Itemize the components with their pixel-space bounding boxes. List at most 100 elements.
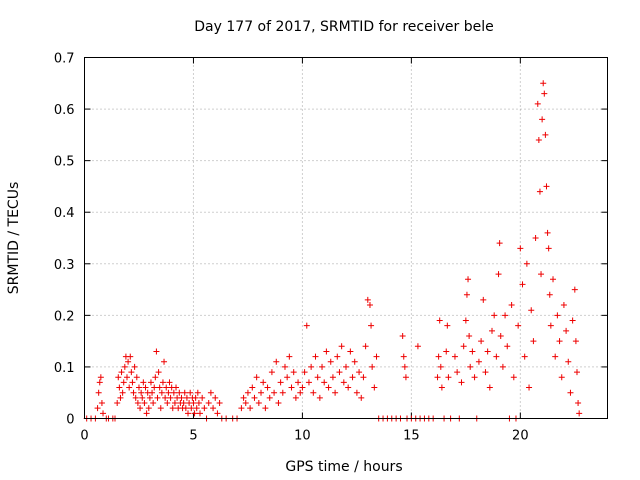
data-point — [466, 332, 473, 339]
data-point — [238, 405, 245, 412]
data-point — [308, 363, 315, 370]
data-point — [187, 389, 194, 396]
y-tick-label: 0.7 — [54, 52, 75, 67]
data-point — [117, 394, 124, 401]
data-point — [366, 302, 373, 309]
data-point — [458, 379, 465, 386]
data-point — [164, 400, 171, 407]
data-point — [369, 363, 376, 370]
data-point — [454, 369, 461, 376]
data-point — [314, 374, 321, 381]
data-point — [475, 358, 482, 365]
data-point — [312, 353, 319, 360]
data-point — [133, 374, 140, 381]
data-point — [499, 363, 506, 370]
data-point — [552, 353, 559, 360]
data-point — [478, 338, 485, 345]
data-point — [247, 405, 254, 412]
data-point — [125, 358, 132, 365]
data-point — [183, 394, 190, 401]
data-point — [541, 90, 548, 97]
data-point — [194, 389, 201, 396]
data-point — [515, 322, 522, 329]
data-point — [345, 384, 352, 391]
data-point — [327, 358, 334, 365]
data-point — [178, 394, 185, 401]
data-point — [166, 379, 173, 386]
data-point — [176, 389, 183, 396]
data-point — [558, 374, 565, 381]
data-point — [563, 327, 570, 334]
data-point — [129, 379, 136, 386]
data-point — [567, 389, 574, 396]
data-point — [462, 317, 469, 324]
data-point — [358, 394, 365, 401]
data-point — [576, 410, 583, 417]
data-point — [436, 317, 443, 324]
data-point — [142, 384, 149, 391]
x-tick-label: 5 — [189, 429, 197, 444]
data-point — [137, 405, 144, 412]
data-point — [191, 410, 198, 417]
data-point — [157, 405, 164, 412]
data-point — [519, 281, 526, 288]
data-point — [530, 338, 537, 345]
data-point — [156, 384, 163, 391]
data-point — [465, 276, 472, 283]
data-point — [444, 322, 451, 329]
data-point — [138, 389, 145, 396]
data-point — [134, 400, 141, 407]
data-point — [182, 405, 189, 412]
data-point — [154, 394, 161, 401]
data-point — [502, 312, 509, 319]
data-point — [116, 384, 123, 391]
data-point — [151, 384, 158, 391]
data-point — [244, 389, 251, 396]
data-point — [271, 389, 278, 396]
data-point — [303, 322, 310, 329]
data-point — [145, 405, 152, 412]
data-point — [249, 384, 256, 391]
data-point — [158, 389, 165, 396]
data-point — [192, 394, 199, 401]
data-point — [150, 400, 157, 407]
x-tick-label: 0 — [80, 429, 88, 444]
data-point — [216, 400, 223, 407]
data-point — [123, 374, 130, 381]
data-point — [121, 363, 128, 370]
data-point — [139, 394, 146, 401]
data-point — [343, 363, 349, 370]
data-point — [434, 374, 441, 381]
data-point — [508, 302, 515, 309]
data-point — [491, 312, 498, 319]
data-point — [310, 389, 317, 396]
data-point — [493, 353, 500, 360]
data-point — [205, 400, 212, 407]
data-point — [438, 384, 445, 391]
data-point — [316, 394, 323, 401]
data-point — [170, 389, 177, 396]
y-tick-label: 0.3 — [54, 258, 75, 273]
data-point — [445, 374, 452, 381]
data-point — [543, 183, 550, 190]
data-point — [373, 353, 380, 360]
data-point — [284, 374, 291, 381]
data-point — [402, 374, 409, 381]
data-point — [255, 400, 262, 407]
data-point — [127, 353, 134, 360]
data-point — [329, 374, 336, 381]
data-point — [538, 271, 545, 278]
data-point — [534, 100, 541, 107]
data-point — [340, 379, 347, 386]
data-point — [159, 379, 166, 386]
data-point — [268, 369, 275, 376]
data-point — [301, 369, 308, 376]
x-tick-label: 20 — [512, 429, 529, 444]
data-point — [169, 405, 176, 412]
data-point — [542, 131, 549, 138]
data-point — [119, 389, 126, 396]
data-point — [521, 353, 528, 360]
data-point — [98, 400, 105, 407]
data-point — [135, 384, 142, 391]
data-point — [140, 379, 147, 386]
